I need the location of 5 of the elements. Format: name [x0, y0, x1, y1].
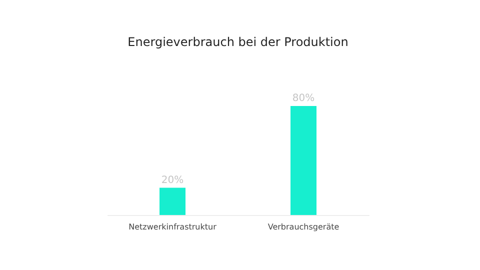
- x-tick-label: Verbrauchsgeräte: [268, 222, 340, 232]
- chart-title: Energieverbrauch bei der Produktion: [128, 35, 348, 49]
- data-label: 20%: [161, 174, 184, 186]
- data-label: 80%: [292, 93, 315, 104]
- x-tick-label: Netzwerkinfrastruktur: [128, 222, 218, 232]
